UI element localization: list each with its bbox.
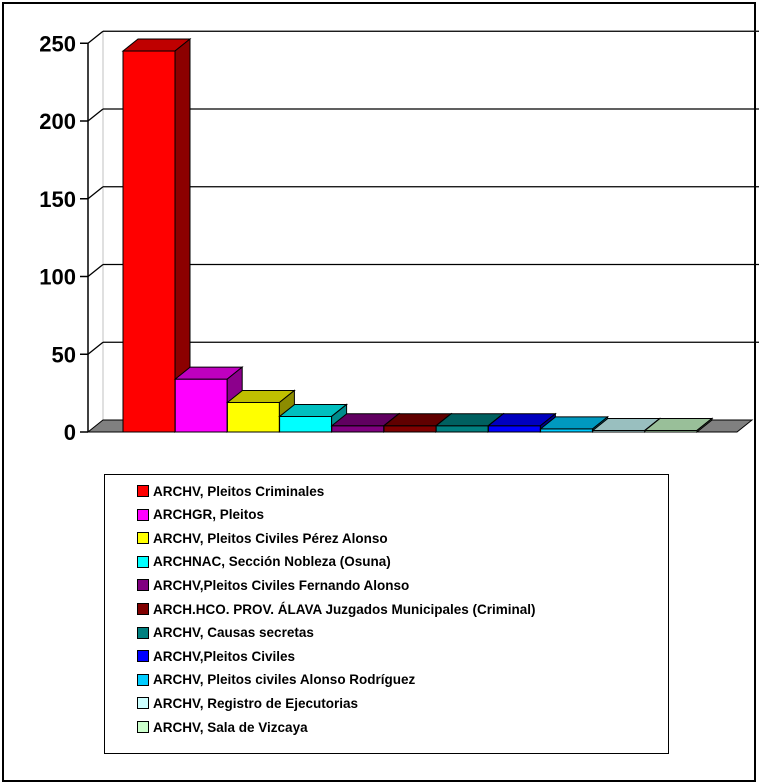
legend-label: ARCHV, Pleitos Criminales — [153, 483, 325, 499]
legend-item: ARCH.HCO. PROV. ÁLAVA Juzgados Municipal… — [137, 599, 536, 619]
bars — [121, 37, 714, 434]
bar — [121, 37, 192, 434]
gridline-side — [87, 186, 104, 200]
legend-swatch — [137, 508, 149, 521]
chart-walls — [86, 30, 759, 434]
bar-front — [174, 378, 228, 433]
legend-label: ARCHV, Pleitos civiles Alonso Rodríguez — [153, 672, 416, 688]
legend-swatch — [137, 555, 149, 568]
bar-front — [383, 425, 437, 433]
legend-swatch — [137, 697, 149, 710]
bar — [643, 417, 714, 434]
legend-swatch — [137, 485, 149, 497]
y-axis: 0 50 100 150 200 250 — [39, 31, 89, 445]
bar-front — [331, 425, 385, 433]
legend-item: ARCHV, Registro de Ejecutorias — [137, 693, 358, 713]
legend-label: ARCHV, Pleitos Civiles Pérez Alonso — [153, 530, 388, 546]
legend-label: ARCHV, Sala de Vizcaya — [153, 719, 308, 735]
gridline-side — [87, 341, 104, 355]
bar-front — [487, 425, 541, 433]
legend-item: ARCHGR, Pleitos — [137, 505, 264, 525]
legend-swatch — [137, 532, 149, 545]
legend-label: ARCHNAC, Sección Nobleza (Osuna) — [153, 554, 391, 570]
y-tick-label: 150 — [39, 187, 76, 212]
legend-swatch — [137, 673, 149, 686]
legend-item: ARCHV, Causas secretas — [137, 623, 314, 643]
y-tick-label: 50 — [52, 342, 76, 367]
legend-swatch — [137, 579, 149, 592]
legend: ARCHV, Pleitos Criminales ARCHGR, Pleitos… — [104, 474, 669, 754]
legend-label: ARCHGR, Pleitos — [153, 507, 265, 523]
chart-plot: 0 50 100 150 200 250 — [39, 30, 759, 445]
bar — [278, 403, 349, 434]
bar-front — [226, 401, 280, 433]
gridline-side — [87, 263, 104, 278]
legend-item: ARCHNAC, Sección Nobleza (Osuna) — [137, 552, 391, 572]
y-tick-label: 200 — [39, 109, 76, 134]
y-tick-label: 250 — [39, 31, 76, 56]
legend-item: ARCHV, Pleitos Civiles Pérez Alonso — [137, 528, 388, 548]
bar-front — [279, 415, 333, 433]
legend-label: ARCH.HCO. PROV. ÁLAVA Juzgados Municipal… — [153, 601, 536, 617]
gridline-side — [87, 108, 104, 122]
legend-label: ARCHV, Registro de Ejecutorias — [153, 695, 359, 711]
legend-swatch — [137, 650, 149, 663]
legend-swatch — [137, 603, 149, 615]
legend-swatch — [137, 626, 149, 639]
y-tick-label: 0 — [64, 420, 76, 445]
back-wall — [103, 31, 752, 420]
y-tick-label: 100 — [39, 265, 76, 290]
bar-front — [435, 425, 489, 433]
legend-label: ARCHV,Pleitos Civiles — [153, 648, 296, 664]
legend-item: ARCHV, Sala de Vizcaya — [137, 717, 308, 737]
legend-label: ARCHV, Causas secretas — [153, 625, 314, 641]
bar-front — [122, 50, 176, 433]
bar-side — [696, 417, 713, 434]
legend-label: ARCHV,Pleitos Civiles Fernando Alonso — [153, 577, 410, 593]
gridline-side — [87, 30, 104, 44]
legend-swatch — [137, 721, 149, 733]
legend-item: ARCHV, Pleitos Criminales — [137, 481, 324, 501]
legend-item: ARCHV,Pleitos Civiles Fernando Alonso — [137, 575, 409, 595]
legend-item: ARCHV, Pleitos civiles Alonso Rodríguez — [137, 670, 415, 690]
side-wall — [87, 30, 104, 434]
gridlines — [87, 30, 759, 355]
legend-item: ARCHV,Pleitos Civiles — [137, 646, 295, 666]
